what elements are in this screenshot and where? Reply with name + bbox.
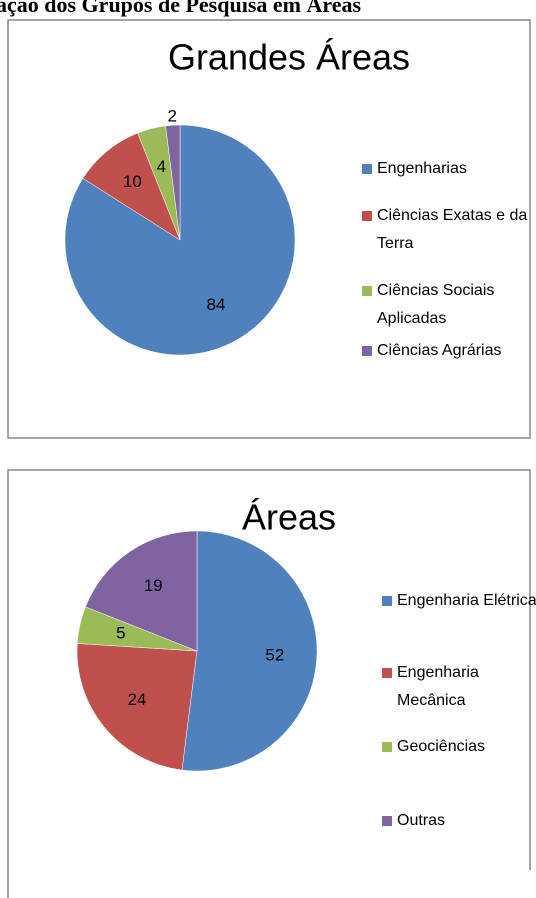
legend-swatch	[382, 742, 392, 752]
pie-slice	[85, 530, 198, 652]
data-label: 52	[265, 645, 284, 664]
legend-entry: Ciências Exatas e da Terra	[362, 202, 536, 258]
chart-title: Áreas	[242, 497, 336, 538]
data-label: 4	[157, 157, 166, 176]
legend-swatch	[382, 816, 392, 826]
legend-entry: Ciências Agrárias	[362, 337, 536, 365]
data-label: 84	[207, 295, 226, 314]
data-label: 19	[144, 576, 163, 595]
legend-entry: Geociências	[382, 733, 536, 761]
legend-swatch	[362, 164, 372, 174]
chart-title: Grandes Áreas	[168, 37, 410, 78]
pie-slice	[181, 530, 318, 772]
data-label: 10	[123, 172, 142, 191]
legend-swatch	[362, 211, 372, 221]
pie-slice	[165, 124, 181, 241]
legend-label: Ciências Agrárias	[377, 342, 502, 359]
legend-swatch	[362, 346, 372, 356]
pie-slice	[76, 643, 198, 771]
legend-label: Engenharias	[377, 160, 467, 177]
legend-swatch	[382, 668, 392, 678]
legend-label: Geociências	[397, 738, 486, 755]
legend-entry: Outras	[382, 807, 536, 835]
legend-label: Ciências Sociais Aplicadas	[377, 282, 495, 327]
legend-entry: Engenharia Mecânica	[382, 659, 536, 715]
pie-slice	[82, 132, 181, 241]
data-label: 24	[127, 690, 146, 709]
legend-label: Outras	[397, 812, 446, 829]
legend-label: Engenharia Mecânica	[397, 664, 479, 709]
legend-label: Engenharia Elétrica	[397, 592, 536, 609]
chart-border	[7, 19, 531, 439]
heading: ação dos Grupos de Pesquisa em Áreas	[0, 0, 362, 17]
data-label: 5	[116, 623, 125, 642]
data-label: 2	[168, 107, 177, 126]
legend-entry: Engenharia Elétrica	[382, 587, 536, 615]
legend-swatch	[382, 596, 392, 606]
legend-entry: Engenharias	[362, 155, 536, 183]
chart-border	[7, 469, 531, 898]
legend-swatch	[362, 286, 372, 296]
legend-label: Ciências Exatas e da Terra	[377, 207, 528, 252]
legend-entry: Ciências Sociais Aplicadas	[362, 277, 536, 333]
